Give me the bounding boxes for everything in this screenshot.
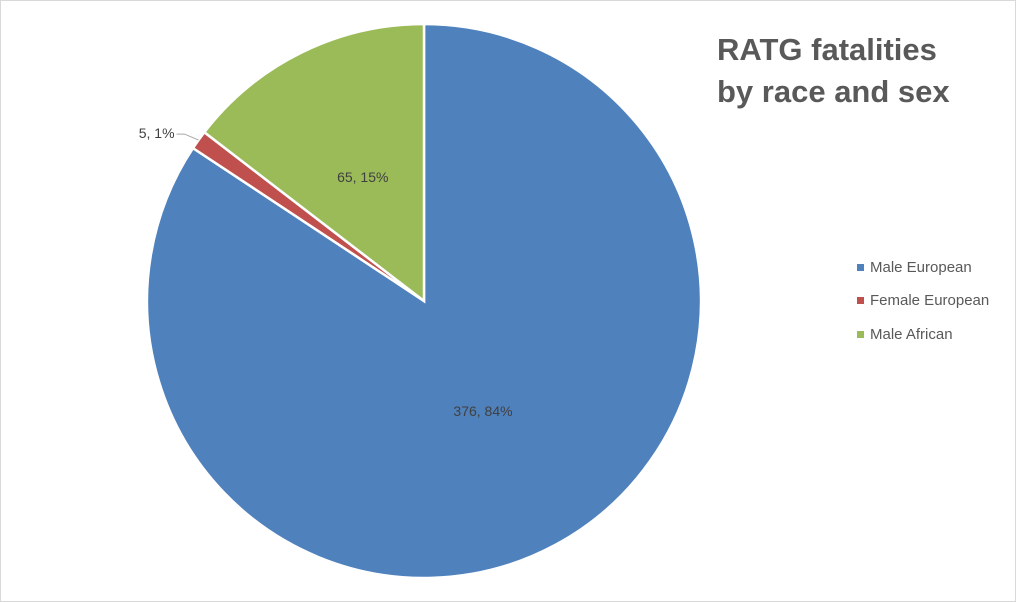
pie-slice-male-african	[202, 22, 426, 304]
legend-swatch-male-european	[857, 263, 864, 271]
legend-label-male-european: Male European	[870, 258, 972, 276]
chart-title: RATG fatalities by race and sex	[717, 29, 950, 113]
leader-line-female-european	[176, 133, 199, 141]
data-label-male-african: 65, 15%	[337, 169, 388, 185]
legend: Male European Female European Male Afric…	[857, 257, 989, 358]
legend-swatch-female-european	[857, 297, 864, 304]
data-label-female-european: 5, 1%	[139, 125, 175, 141]
data-label-male-european: 376, 84%	[453, 403, 512, 419]
chart-title-line-2: by race and sex	[717, 74, 950, 109]
legend-label-female-european: Female European	[870, 292, 990, 309]
chart-title-line-1: RATG fatalities	[717, 32, 937, 67]
legend-item-male-european: Male European	[857, 257, 989, 277]
legend-item-male-african: Male African	[857, 324, 989, 344]
legend-item-female-european: Female European	[857, 291, 989, 311]
legend-label-male-african: Male African	[870, 325, 953, 343]
legend-swatch-male-african	[857, 330, 864, 338]
